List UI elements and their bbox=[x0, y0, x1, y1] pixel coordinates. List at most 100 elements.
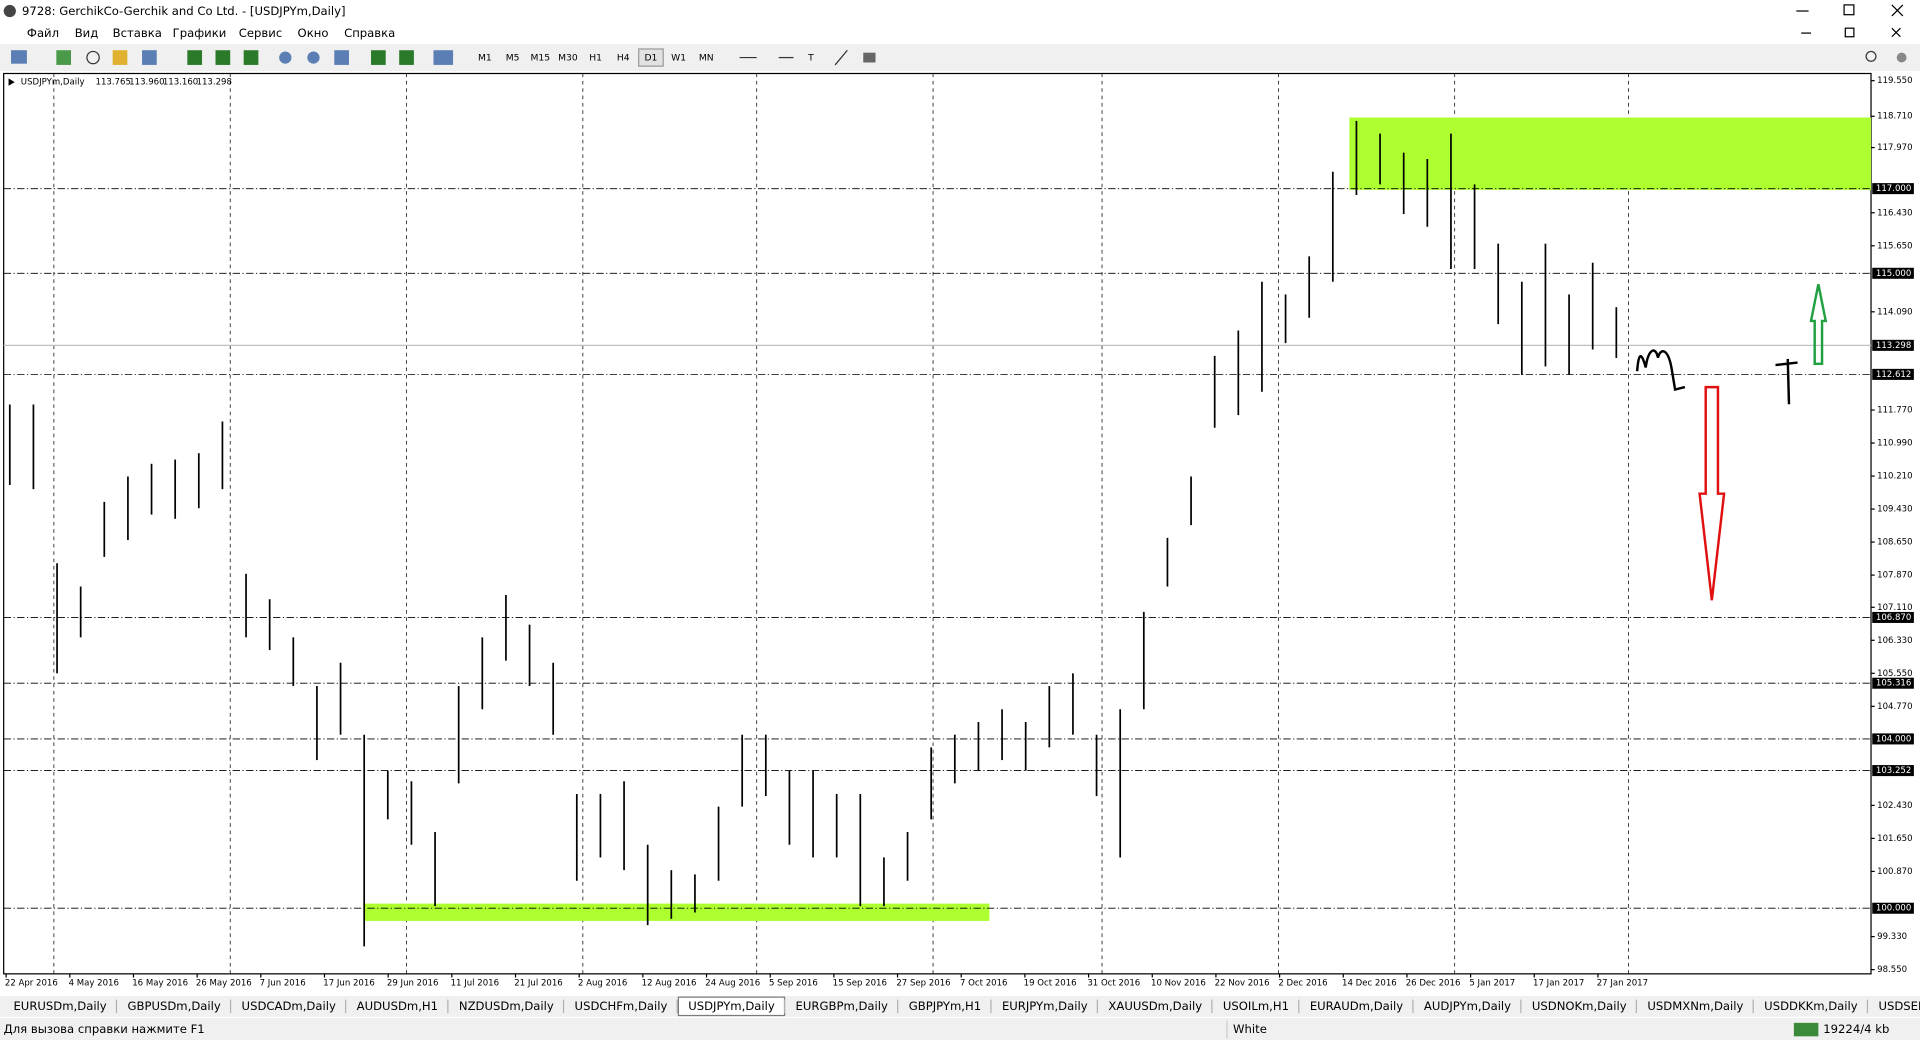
tab[interactable] bbox=[1300, 997, 1413, 1016]
tab[interactable] bbox=[1868, 997, 1920, 1016]
tab[interactable] bbox=[1213, 997, 1299, 1016]
settings-button[interactable] bbox=[1896, 52, 1907, 63]
tab-label[interactable]: USDDKKm,Daily bbox=[1764, 999, 1858, 1013]
x-tick-label: 31 Oct 2016 bbox=[1087, 979, 1140, 989]
timeframe-button[interactable]: M30 bbox=[558, 53, 578, 64]
level-label: 115.000 bbox=[1876, 269, 1911, 279]
menu-item[interactable]: Файл bbox=[27, 26, 59, 40]
market-watch-button[interactable] bbox=[56, 50, 72, 65]
tab[interactable] bbox=[992, 997, 1098, 1016]
x-tick-label: 12 Aug 2016 bbox=[642, 979, 697, 989]
tab[interactable] bbox=[785, 997, 898, 1016]
x-tick-label: 27 Jan 2017 bbox=[1597, 979, 1648, 989]
child-window-controls[interactable] bbox=[1801, 27, 1901, 38]
timeframe-button[interactable]: MN bbox=[699, 53, 714, 64]
tab-label[interactable]: XAUUSDm,Daily bbox=[1108, 999, 1202, 1013]
tab-label[interactable]: USDSEKm,Daily bbox=[1878, 999, 1920, 1013]
tab[interactable] bbox=[117, 997, 231, 1016]
tab-label[interactable]: GBPUSDm,Daily bbox=[127, 999, 220, 1013]
down-arrow[interactable] bbox=[1698, 385, 1726, 601]
child-restore[interactable] bbox=[1844, 27, 1855, 38]
tab-label[interactable]: USDMXNm,Daily bbox=[1647, 999, 1743, 1013]
level-label-box bbox=[1872, 765, 1914, 777]
indicators-button[interactable] bbox=[433, 50, 454, 65]
tab[interactable] bbox=[1414, 997, 1521, 1016]
y-tick-label: 104.770 bbox=[1877, 702, 1912, 712]
current-price-box bbox=[1872, 339, 1914, 351]
line-chart-button[interactable] bbox=[243, 50, 259, 65]
tab-label[interactable]: EURAUDm,Daily bbox=[1310, 999, 1403, 1013]
tab-label[interactable]: GBPJPYm,H1 bbox=[909, 999, 981, 1013]
bar-chart-button[interactable] bbox=[187, 50, 203, 65]
timeframe-button[interactable]: M5 bbox=[506, 53, 520, 64]
terminal-button[interactable] bbox=[142, 50, 157, 65]
tab[interactable] bbox=[449, 997, 564, 1016]
navigator-button[interactable] bbox=[86, 50, 100, 65]
tab[interactable] bbox=[3, 997, 117, 1016]
timeframe-button[interactable]: D1 bbox=[644, 53, 657, 64]
x-tick-label: 17 Jan 2017 bbox=[1533, 979, 1584, 989]
child-close[interactable] bbox=[1891, 27, 1901, 38]
x-tick-label: 11 Jul 2016 bbox=[451, 979, 499, 989]
tab[interactable] bbox=[898, 997, 991, 1016]
tab[interactable] bbox=[1637, 997, 1754, 1016]
handwritten-cross[interactable] bbox=[1775, 358, 1798, 405]
y-tick-label: 111.770 bbox=[1877, 406, 1912, 416]
tab-label[interactable]: USDNOKm,Daily bbox=[1532, 999, 1627, 1013]
handwritten-mark[interactable] bbox=[1635, 349, 1686, 392]
tab[interactable] bbox=[564, 997, 678, 1016]
data-window-button[interactable] bbox=[112, 50, 128, 65]
tab-label[interactable]: USDJPYm,Daily bbox=[688, 999, 775, 1013]
tab-label[interactable]: EURJPYm,Daily bbox=[1002, 999, 1088, 1013]
text-tool-button[interactable]: T bbox=[807, 53, 814, 64]
menu-item[interactable]: Вставка bbox=[113, 26, 162, 40]
tab[interactable] bbox=[1754, 997, 1868, 1016]
tab[interactable] bbox=[231, 997, 346, 1016]
candle-chart-button[interactable] bbox=[215, 50, 231, 65]
level-label: 106.870 bbox=[1876, 613, 1911, 623]
window-controls[interactable] bbox=[1796, 4, 1904, 17]
autoscroll-button[interactable] bbox=[371, 50, 386, 65]
tab-label[interactable]: USDCHFm,Daily bbox=[575, 999, 668, 1013]
chart-shift-button[interactable] bbox=[399, 50, 414, 65]
up-arrow[interactable] bbox=[1809, 283, 1828, 366]
x-tick-label: 27 Sep 2016 bbox=[896, 979, 950, 989]
menu-item[interactable]: Окно bbox=[298, 26, 329, 40]
zoom-out-button[interactable] bbox=[307, 51, 320, 64]
tile-button[interactable] bbox=[334, 50, 349, 65]
close-button[interactable] bbox=[1891, 4, 1904, 17]
tab-label[interactable]: EURGBPm,Daily bbox=[796, 999, 888, 1013]
y-tick-label: 108.650 bbox=[1877, 538, 1912, 548]
menu-item[interactable]: Вид bbox=[75, 26, 99, 40]
y-tick-label: 100.870 bbox=[1877, 867, 1912, 877]
tab-label[interactable]: AUDUSDm,H1 bbox=[357, 999, 438, 1013]
toolbar-icons[interactable]: T bbox=[11, 49, 1907, 66]
trendline-button[interactable] bbox=[834, 49, 848, 66]
tab[interactable] bbox=[346, 997, 448, 1016]
timeframe-button[interactable]: M15 bbox=[530, 53, 550, 64]
x-tick-label: 26 May 2016 bbox=[196, 979, 252, 989]
timeframe-button[interactable]: H1 bbox=[589, 53, 602, 64]
x-tick-label: 24 Aug 2016 bbox=[705, 979, 760, 989]
tab[interactable] bbox=[1522, 997, 1637, 1016]
menu-item[interactable]: Справка bbox=[344, 26, 395, 40]
maximize-button[interactable] bbox=[1843, 4, 1855, 16]
tab-label[interactable]: AUDJPYm,Daily bbox=[1424, 999, 1511, 1013]
timeframe-button[interactable]: W1 bbox=[671, 53, 686, 64]
active-timeframe[interactable] bbox=[638, 48, 664, 67]
tab-label[interactable]: NZDUSDm,Daily bbox=[459, 999, 554, 1013]
zoom-in-button[interactable] bbox=[279, 51, 292, 64]
tab[interactable] bbox=[1098, 997, 1212, 1016]
x-tick-label: 2 Dec 2016 bbox=[1278, 979, 1327, 989]
x-tick-label: 14 Dec 2016 bbox=[1342, 979, 1397, 989]
tab-label[interactable]: USOILm,H1 bbox=[1223, 999, 1289, 1013]
menu-item[interactable]: Графики bbox=[173, 26, 227, 40]
search-button[interactable] bbox=[1865, 50, 1877, 62]
new-chart-button[interactable] bbox=[11, 50, 27, 64]
tab-label[interactable]: EURUSDm,Daily bbox=[13, 999, 106, 1013]
timeframe-button[interactable]: M1 bbox=[478, 53, 492, 64]
menu-item[interactable]: Сервис bbox=[239, 26, 282, 40]
tab-label[interactable]: USDCADm,Daily bbox=[242, 999, 336, 1013]
label-button[interactable] bbox=[863, 52, 876, 63]
timeframe-button[interactable]: H4 bbox=[617, 53, 630, 64]
